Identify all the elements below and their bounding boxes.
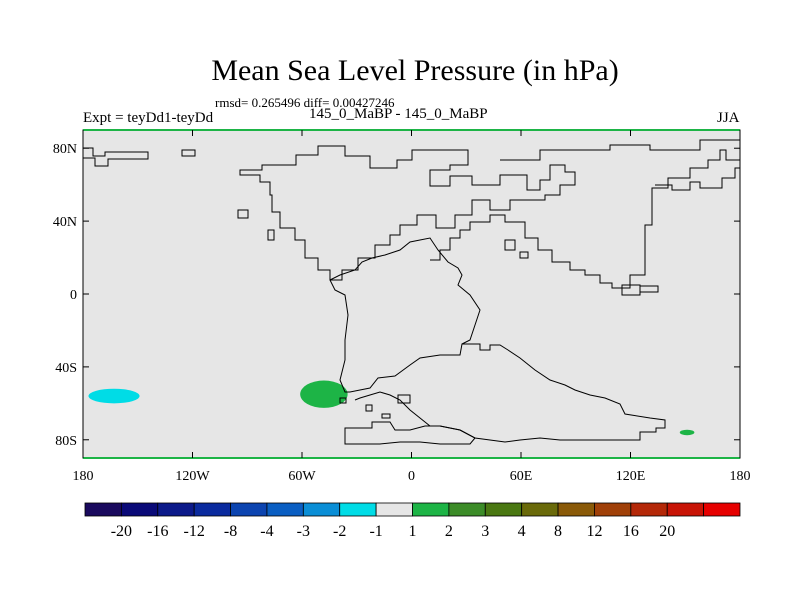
colorbar-swatch xyxy=(375,502,413,517)
colorbar-swatch xyxy=(230,502,268,517)
season-label: JJA xyxy=(717,110,740,126)
lat-tick-label: 0 xyxy=(70,288,77,303)
coastline-continent-inner xyxy=(329,237,481,345)
anomaly-layer xyxy=(88,380,695,436)
colorbar-label: -16 xyxy=(147,523,168,540)
coastline-eurasia-north xyxy=(430,139,741,289)
colorbar-swatch xyxy=(339,502,377,517)
lon-tick-label: 60E xyxy=(510,469,533,484)
anomaly-southwest-pacific-positive xyxy=(679,429,695,436)
lat-tick-label: 40N xyxy=(53,215,77,230)
colorbar-label: 2 xyxy=(445,523,453,540)
latitude-axis: 80N 40N 0 40S 80S xyxy=(53,142,740,449)
coastline-asia-east xyxy=(655,167,740,191)
colorbar-label: -12 xyxy=(184,523,205,540)
colorbar-swatch xyxy=(120,502,159,517)
coastline-island-d xyxy=(519,251,529,259)
colorbar-swatch xyxy=(157,502,195,517)
colorbar-swatch xyxy=(448,502,486,517)
coastlines xyxy=(83,139,741,445)
map-background xyxy=(83,130,740,458)
run-label: 145_0_MaBP - 145_0_MaBP xyxy=(309,106,488,122)
colorbar-swatch xyxy=(666,502,705,517)
longitude-axis: 180 120W 60W 0 60E 120E 180 xyxy=(73,130,751,484)
anomaly-south-atlantic-positive xyxy=(300,380,348,408)
colorbar-swatch xyxy=(557,502,595,517)
lon-tick-label: 120E xyxy=(616,469,646,484)
colorbar-swatch xyxy=(302,502,341,517)
coastline-north-america xyxy=(239,145,576,281)
lon-tick-label: 0 xyxy=(408,469,415,484)
colorbar-label: -3 xyxy=(297,523,310,540)
colorbar-swatch xyxy=(84,502,122,517)
coastline-island-b xyxy=(267,229,275,241)
colorbar-swatch xyxy=(630,502,668,517)
coastline-island-f xyxy=(639,285,659,293)
colorbar-label: -2 xyxy=(333,523,346,540)
coastline-island-g xyxy=(397,394,411,404)
colorbar-swatch xyxy=(521,502,559,517)
coastline-island-a xyxy=(237,209,249,219)
colorbar-label: 4 xyxy=(518,523,526,540)
coastline-greenland-north xyxy=(181,149,196,157)
plot-title: Mean Sea Level Pressure (in hPa) xyxy=(211,54,619,87)
colorbar-label: 20 xyxy=(659,523,675,540)
coastline-island-j xyxy=(339,397,347,404)
colorbar-label: 12 xyxy=(586,523,602,540)
colorbar-swatch xyxy=(484,502,523,517)
colorbar-label: 8 xyxy=(554,523,562,540)
coastline-island-e xyxy=(621,284,641,296)
lat-tick-label: 40S xyxy=(55,361,77,376)
colorbar-swatch xyxy=(703,502,741,517)
colorbar-label: -1 xyxy=(369,523,382,540)
lon-tick-label: 120W xyxy=(175,469,210,484)
coastline-arctic-strip xyxy=(83,147,149,167)
lon-tick-label: 60W xyxy=(288,469,316,484)
coastline-island-h xyxy=(365,404,373,412)
coastline-antarctica xyxy=(344,421,476,445)
anomaly-south-pacific-negative xyxy=(88,388,140,404)
lon-tick-label: 180 xyxy=(73,469,94,484)
colorbar-label: -4 xyxy=(260,523,273,540)
stats-text: rmsd= 0.265496 diff= 0.00427246 xyxy=(215,95,395,110)
colorbar-label: 1 xyxy=(409,523,417,540)
lat-tick-label: 80S xyxy=(55,434,77,449)
colorbar-swatch xyxy=(193,502,231,517)
colorbar-label: -8 xyxy=(224,523,237,540)
colorbar-label: -20 xyxy=(111,523,132,540)
coastline-island-i xyxy=(381,413,391,419)
colorbar-label: 16 xyxy=(623,523,639,540)
colorbar-label: 3 xyxy=(481,523,489,540)
experiment-label: Expt = teyDd1-teyDd xyxy=(83,110,214,126)
colorbar-swatch xyxy=(412,502,450,517)
colorbar-swatch xyxy=(266,502,304,517)
lon-tick-label: 180 xyxy=(730,469,751,484)
coastline-island-c xyxy=(504,239,516,251)
lat-tick-label: 80N xyxy=(53,142,77,157)
colorbar-swatch xyxy=(594,502,632,517)
colorbar: -20 -16 -12 -8 -4 -3 -2 -1 1 2 3 4 8 12 16 20 xyxy=(84,502,741,540)
